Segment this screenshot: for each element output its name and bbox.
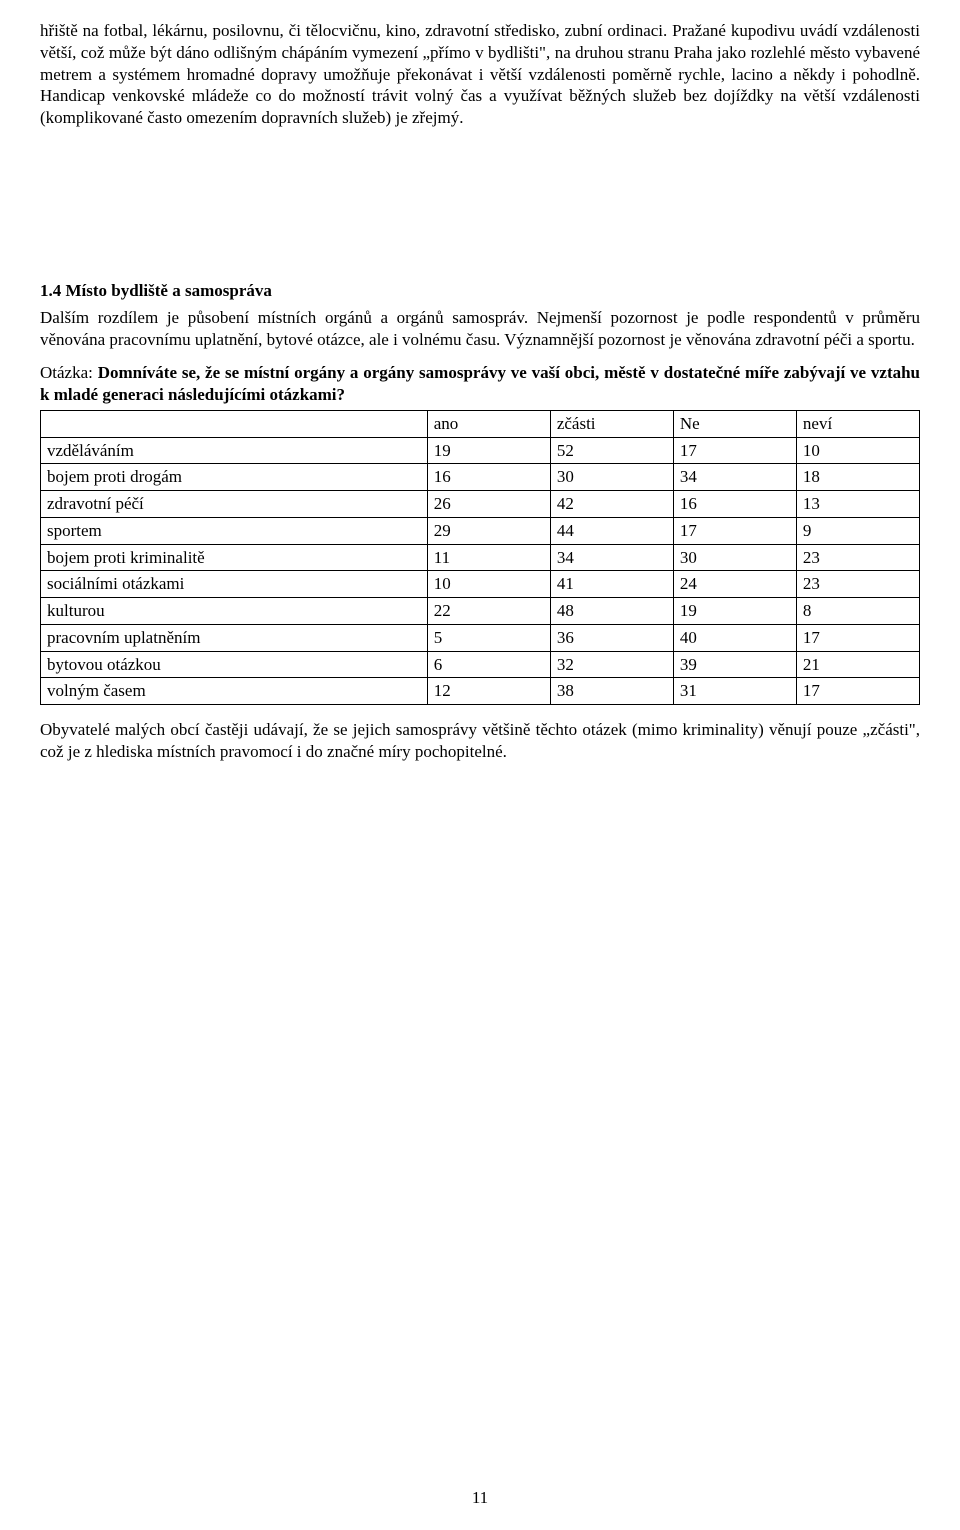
table-cell: bytovou otázkou xyxy=(41,651,428,678)
table-header-cell: ano xyxy=(427,410,550,437)
table-header-row: ano zčásti Ne neví xyxy=(41,410,920,437)
table-cell: kulturou xyxy=(41,598,428,625)
table-row: kulturou2248198 xyxy=(41,598,920,625)
table-cell: 10 xyxy=(796,437,919,464)
table-cell: 26 xyxy=(427,491,550,518)
page-number: 11 xyxy=(0,1488,960,1508)
table-header-cell: Ne xyxy=(673,410,796,437)
table-cell: bojem proti drogám xyxy=(41,464,428,491)
table-cell: 29 xyxy=(427,517,550,544)
table-cell: 22 xyxy=(427,598,550,625)
table-cell: 17 xyxy=(673,517,796,544)
table-cell: 19 xyxy=(673,598,796,625)
table-cell: 31 xyxy=(673,678,796,705)
table-cell: sociálními otázkami xyxy=(41,571,428,598)
survey-results-table: ano zčásti Ne neví vzděláváním19521710bo… xyxy=(40,410,920,705)
table-cell: 48 xyxy=(550,598,673,625)
table-cell: 34 xyxy=(673,464,796,491)
table-cell: volným časem xyxy=(41,678,428,705)
table-header-cell: neví xyxy=(796,410,919,437)
table-row: sportem2944179 xyxy=(41,517,920,544)
table-cell: 30 xyxy=(673,544,796,571)
table-cell: 5 xyxy=(427,624,550,651)
survey-question: Otázka: Domníváte se, že se místní orgán… xyxy=(40,362,920,406)
table-cell: 16 xyxy=(427,464,550,491)
table-cell: 23 xyxy=(796,544,919,571)
vertical-gap xyxy=(40,141,920,281)
table-cell: 6 xyxy=(427,651,550,678)
table-cell: zdravotní péčí xyxy=(41,491,428,518)
table-cell: 44 xyxy=(550,517,673,544)
table-cell: 12 xyxy=(427,678,550,705)
table-cell: 11 xyxy=(427,544,550,571)
table-header-cell: zčásti xyxy=(550,410,673,437)
table-cell: vzděláváním xyxy=(41,437,428,464)
table-cell: 38 xyxy=(550,678,673,705)
table-cell: 18 xyxy=(796,464,919,491)
table-cell: 30 xyxy=(550,464,673,491)
table-cell: sportem xyxy=(41,517,428,544)
table-cell: 17 xyxy=(673,437,796,464)
table-row: bojem proti drogám16303418 xyxy=(41,464,920,491)
paragraph-after-table: Obyvatelé malých obcí častěji udávají, ž… xyxy=(40,719,920,763)
table-row: bytovou otázkou6323921 xyxy=(41,651,920,678)
table-cell: 34 xyxy=(550,544,673,571)
document-page: hřiště na fotbal, lékárnu, posilovnu, či… xyxy=(0,0,960,1530)
table-header-cell xyxy=(41,410,428,437)
table-cell: 16 xyxy=(673,491,796,518)
table-cell: 17 xyxy=(796,678,919,705)
table-cell: 42 xyxy=(550,491,673,518)
table-cell: 36 xyxy=(550,624,673,651)
table-row: volným časem12383117 xyxy=(41,678,920,705)
table-cell: pracovním uplatněním xyxy=(41,624,428,651)
table-cell: 10 xyxy=(427,571,550,598)
table-row: sociálními otázkami10412423 xyxy=(41,571,920,598)
table-cell: 39 xyxy=(673,651,796,678)
table-cell: 40 xyxy=(673,624,796,651)
table-cell: 17 xyxy=(796,624,919,651)
paragraph-section-intro: Dalším rozdílem je působení místních org… xyxy=(40,307,920,351)
table-cell: 21 xyxy=(796,651,919,678)
table-cell: 9 xyxy=(796,517,919,544)
table-cell: 19 xyxy=(427,437,550,464)
table-cell: 32 xyxy=(550,651,673,678)
table-cell: bojem proti kriminalitě xyxy=(41,544,428,571)
question-text-bold: Domníváte se, že se místní orgány a orgá… xyxy=(40,363,920,404)
section-heading: 1.4 Místo bydliště a samospráva xyxy=(40,281,920,301)
question-prefix: Otázka: xyxy=(40,363,98,382)
table-row: bojem proti kriminalitě11343023 xyxy=(41,544,920,571)
table-row: vzděláváním19521710 xyxy=(41,437,920,464)
table-cell: 8 xyxy=(796,598,919,625)
table-body: vzděláváním19521710bojem proti drogám163… xyxy=(41,437,920,705)
paragraph-intro: hřiště na fotbal, lékárnu, posilovnu, či… xyxy=(40,20,920,129)
table-cell: 13 xyxy=(796,491,919,518)
table-cell: 24 xyxy=(673,571,796,598)
table-cell: 23 xyxy=(796,571,919,598)
table-cell: 52 xyxy=(550,437,673,464)
table-cell: 41 xyxy=(550,571,673,598)
table-row: zdravotní péčí26421613 xyxy=(41,491,920,518)
table-row: pracovním uplatněním5364017 xyxy=(41,624,920,651)
